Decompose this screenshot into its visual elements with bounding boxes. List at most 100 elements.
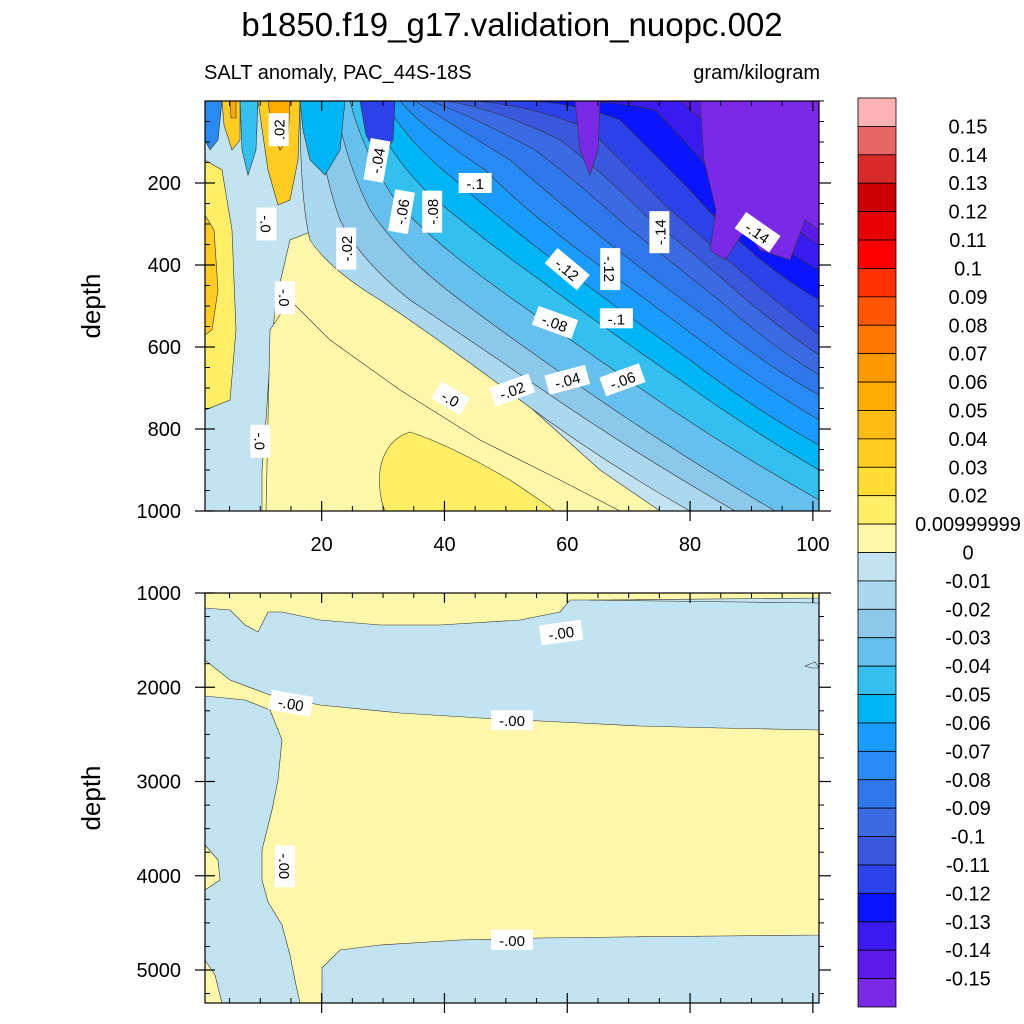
- y-tick-label: 200: [148, 173, 181, 195]
- colorbar-label: -0.04: [945, 656, 991, 678]
- plot-subtitle: SALT anomaly, PAC_44S-18S: [204, 62, 472, 84]
- svg-text:-.00: -.00: [276, 694, 304, 715]
- contour-label: -.0: [274, 281, 295, 315]
- contour-label: .02: [268, 113, 289, 147]
- contour-fill: [574, 101, 601, 176]
- y-tick-label: 1000: [137, 583, 182, 605]
- colorbar-swatch: [857, 637, 897, 667]
- colorbar-label: 0.03: [949, 457, 988, 479]
- contour-fill: [379, 431, 556, 511]
- lower-y-axis-label: depth: [76, 765, 106, 830]
- colorbar-label: -0.01: [945, 571, 991, 593]
- colorbar-swatch: [857, 211, 897, 241]
- colorbar: 0.15 0.14 0.13 0.12 0.11 0.1 0.09 0.08 0.07 0.06 0…: [857, 97, 1021, 1008]
- contour-label: -.02: [336, 227, 357, 270]
- colorbar-swatch: [857, 438, 897, 468]
- contour-label: -.1: [458, 173, 492, 193]
- page-title: b1850.f19_g17.validation_nuopc.002: [241, 6, 783, 43]
- contour-fill: [205, 593, 819, 633]
- colorbar-swatch: [857, 268, 897, 298]
- colorbar-label: 0.05: [949, 400, 988, 422]
- contour-label: -.00: [538, 619, 584, 646]
- x-tick-label: 20: [311, 534, 333, 556]
- colorbar-swatch: [857, 353, 897, 383]
- colorbar-label: 0.02: [949, 486, 988, 508]
- colorbar-label: 0.13: [949, 173, 988, 195]
- contour-label: -.0: [250, 424, 271, 458]
- svg-text:-.0: -.0: [438, 388, 462, 411]
- colorbar-label: 0.04: [949, 429, 988, 451]
- plot-units: gram/kilogram: [693, 62, 820, 84]
- colorbar-swatch: [857, 864, 897, 894]
- contour-label: -.00: [491, 710, 533, 731]
- contour-fill: [239, 101, 259, 177]
- colorbar-label: -0.09: [945, 798, 991, 820]
- colorbar-swatch: [857, 807, 897, 837]
- y-tick-label: 400: [148, 255, 181, 277]
- colorbar-label: 0: [962, 543, 973, 565]
- contour-label: -.06: [387, 189, 415, 235]
- x-tick-label: 80: [679, 534, 701, 556]
- svg-text:-.00: -.00: [499, 713, 525, 730]
- svg-text:-.06: -.06: [392, 198, 413, 226]
- colorbar-label: -0.08: [945, 770, 991, 792]
- colorbar-swatch: [857, 836, 897, 866]
- colorbar-swatch: [857, 608, 897, 639]
- colorbar-swatch: [857, 466, 897, 497]
- y-tick-label: 3000: [137, 772, 182, 794]
- contour-label: -.08: [422, 190, 443, 233]
- upper-panel: [205, 101, 819, 511]
- x-tick-label: 100: [796, 534, 829, 556]
- colorbar-swatch: [857, 722, 897, 752]
- colorbar-swatch: [857, 949, 897, 979]
- colorbar-swatch: [857, 552, 897, 582]
- svg-text:-.00: -.00: [547, 624, 575, 644]
- colorbar-swatch: [857, 892, 897, 923]
- svg-text:.02: .02: [272, 119, 289, 140]
- colorbar-swatch: [857, 523, 897, 553]
- colorbar-label: -0.1: [951, 827, 985, 849]
- colorbar-label: 0.06: [949, 372, 988, 394]
- contour-label: -.04: [544, 364, 591, 395]
- contour-label: -.14: [649, 211, 670, 254]
- colorbar-swatch: [857, 750, 897, 781]
- colorbar-label: -0.13: [945, 912, 991, 934]
- colorbar-swatch: [857, 126, 897, 156]
- svg-text:-.0: -.0: [275, 289, 292, 307]
- colorbar-swatch: [857, 694, 897, 724]
- y-tick-label: 1000: [137, 501, 182, 523]
- colorbar-swatch: [857, 580, 897, 610]
- y-tick-label: 4000: [137, 866, 182, 888]
- colorbar-swatch: [857, 779, 897, 809]
- colorbar-swatch: [857, 324, 897, 355]
- y-tick-label: 5000: [137, 960, 182, 982]
- colorbar-label: -0.12: [945, 883, 991, 905]
- x-tick-label: 40: [433, 534, 455, 556]
- colorbar-swatch: [857, 410, 897, 440]
- colorbar-label: 0.08: [949, 315, 988, 337]
- svg-text:-.14: -.14: [652, 219, 669, 245]
- svg-text:-.04: -.04: [368, 147, 389, 175]
- contour-fill: [205, 101, 223, 151]
- svg-text:-.12: -.12: [600, 256, 617, 282]
- contour-label: -.1: [599, 308, 633, 329]
- svg-text:-.00: -.00: [275, 853, 292, 879]
- contour-label: -.12: [600, 248, 621, 291]
- colorbar-swatch: [857, 978, 897, 1008]
- y-tick-label: 600: [148, 337, 181, 359]
- colorbar-label: -0.14: [945, 940, 991, 962]
- colorbar-label: -0.05: [945, 685, 991, 707]
- y-tick-label: 2000: [137, 677, 182, 699]
- contour-fill: [265, 299, 621, 511]
- colorbar-label: 0.09: [949, 287, 988, 309]
- colorbar-label: 0.14: [949, 145, 988, 167]
- colorbar-label: -0.02: [945, 599, 991, 621]
- svg-text:-.02: -.02: [339, 236, 356, 262]
- svg-text:-.1: -.1: [608, 311, 626, 328]
- colorbar-label: 0.07: [949, 344, 988, 366]
- svg-text:-.04: -.04: [553, 370, 582, 393]
- colorbar-swatch: [857, 239, 897, 269]
- colorbar-label: 0.15: [949, 116, 988, 138]
- colorbar-swatch: [857, 921, 897, 951]
- contour-label: -.0: [256, 207, 277, 241]
